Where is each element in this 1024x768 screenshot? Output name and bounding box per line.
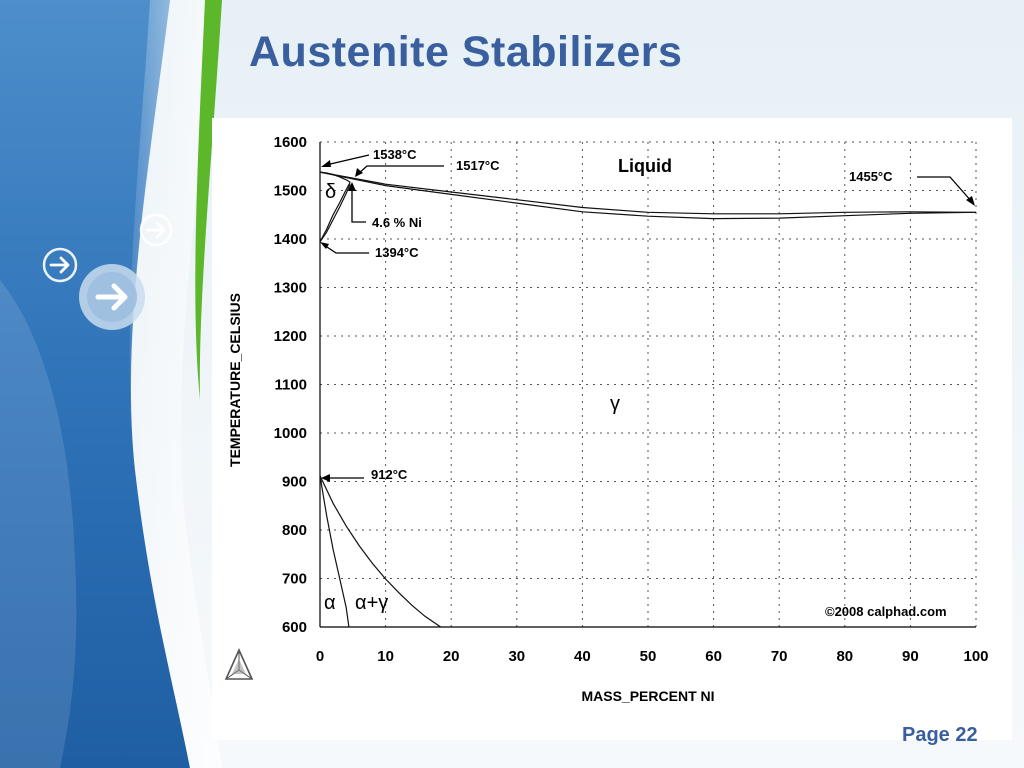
slide-title: Austenite Stabilizers bbox=[249, 28, 683, 76]
phase-boundary-4 bbox=[319, 171, 351, 183]
phase-boundary-2 bbox=[319, 171, 977, 220]
x-tick-label: 70 bbox=[771, 648, 788, 665]
copyright-label: ©2008 calphad.com bbox=[825, 604, 947, 619]
arrow-912: 912°C bbox=[321, 467, 408, 482]
x-tick-label: 80 bbox=[836, 648, 853, 665]
x-tick-label: 40 bbox=[574, 648, 591, 665]
label-1538: 1538°C bbox=[373, 147, 417, 162]
region-gamma: γ bbox=[610, 393, 620, 415]
region-delta: δ bbox=[325, 181, 336, 203]
phase-boundary-1 bbox=[319, 171, 977, 215]
y-tick-label: 1600 bbox=[274, 134, 307, 151]
label-1455: 1455°C bbox=[849, 169, 893, 184]
y-tick-label: 1200 bbox=[274, 328, 307, 345]
arrow-1538: 1538°C bbox=[321, 147, 417, 167]
x-tick-label: 10 bbox=[377, 648, 394, 665]
label-1394: 1394°C bbox=[375, 245, 419, 260]
arrow-circle-icon bbox=[79, 264, 145, 330]
region-liquid: Liquid bbox=[618, 156, 672, 176]
y-tick-label: 1400 bbox=[274, 231, 307, 248]
label-1517: 1517°C bbox=[456, 158, 500, 173]
y-tick-label: 1000 bbox=[274, 425, 307, 442]
arrow-circle-icon bbox=[139, 213, 173, 247]
x-tick-label: 30 bbox=[508, 648, 525, 665]
x-tick-label: 0 bbox=[316, 648, 324, 665]
y-tick-label: 600 bbox=[282, 619, 307, 636]
arrow-1455: 1455°C bbox=[849, 169, 975, 206]
y-tick-label: 1500 bbox=[274, 183, 307, 200]
y-tick-label: 1300 bbox=[274, 280, 307, 297]
phase-diagram: 0 10 20 30 40 50 60 70 80 90 100 600 700 800 900 1000 11… bbox=[212, 118, 1012, 740]
arrow-circle-icon bbox=[42, 247, 78, 283]
x-tick-label: 50 bbox=[640, 648, 657, 665]
y-tick-label: 700 bbox=[282, 571, 307, 588]
y-tick-label: 800 bbox=[282, 522, 307, 539]
x-tick-label: 20 bbox=[443, 648, 460, 665]
phase-boundary-5 bbox=[319, 183, 351, 243]
calphad-logo-icon bbox=[224, 648, 254, 680]
x-axis-label: MASS_PERCENT NI bbox=[581, 688, 714, 704]
y-tick-label: 1100 bbox=[274, 377, 307, 394]
region-alpha-gamma: α+γ bbox=[355, 592, 388, 614]
x-tick-label: 90 bbox=[902, 648, 919, 665]
arrow-4-6-ni: 4.6 % Ni bbox=[348, 182, 422, 230]
x-tick-label: 60 bbox=[705, 648, 722, 665]
x-tick-label: 100 bbox=[963, 648, 988, 665]
y-tick-label: 900 bbox=[282, 474, 307, 491]
phase-boundary-7 bbox=[319, 475, 442, 628]
arrow-1517: 1517°C bbox=[355, 158, 500, 177]
y-axis-label: TEMPERATURE_CELSIUS bbox=[227, 293, 243, 467]
arrow-1394: 1394°C bbox=[320, 242, 419, 260]
label-912: 912°C bbox=[371, 467, 408, 482]
region-alpha: α bbox=[324, 592, 336, 614]
label-4-6-ni: 4.6 % Ni bbox=[372, 215, 422, 230]
phase-boundary-6 bbox=[319, 475, 350, 628]
page-number: Page 22 bbox=[902, 724, 978, 746]
phase-boundary-3 bbox=[319, 182, 351, 243]
